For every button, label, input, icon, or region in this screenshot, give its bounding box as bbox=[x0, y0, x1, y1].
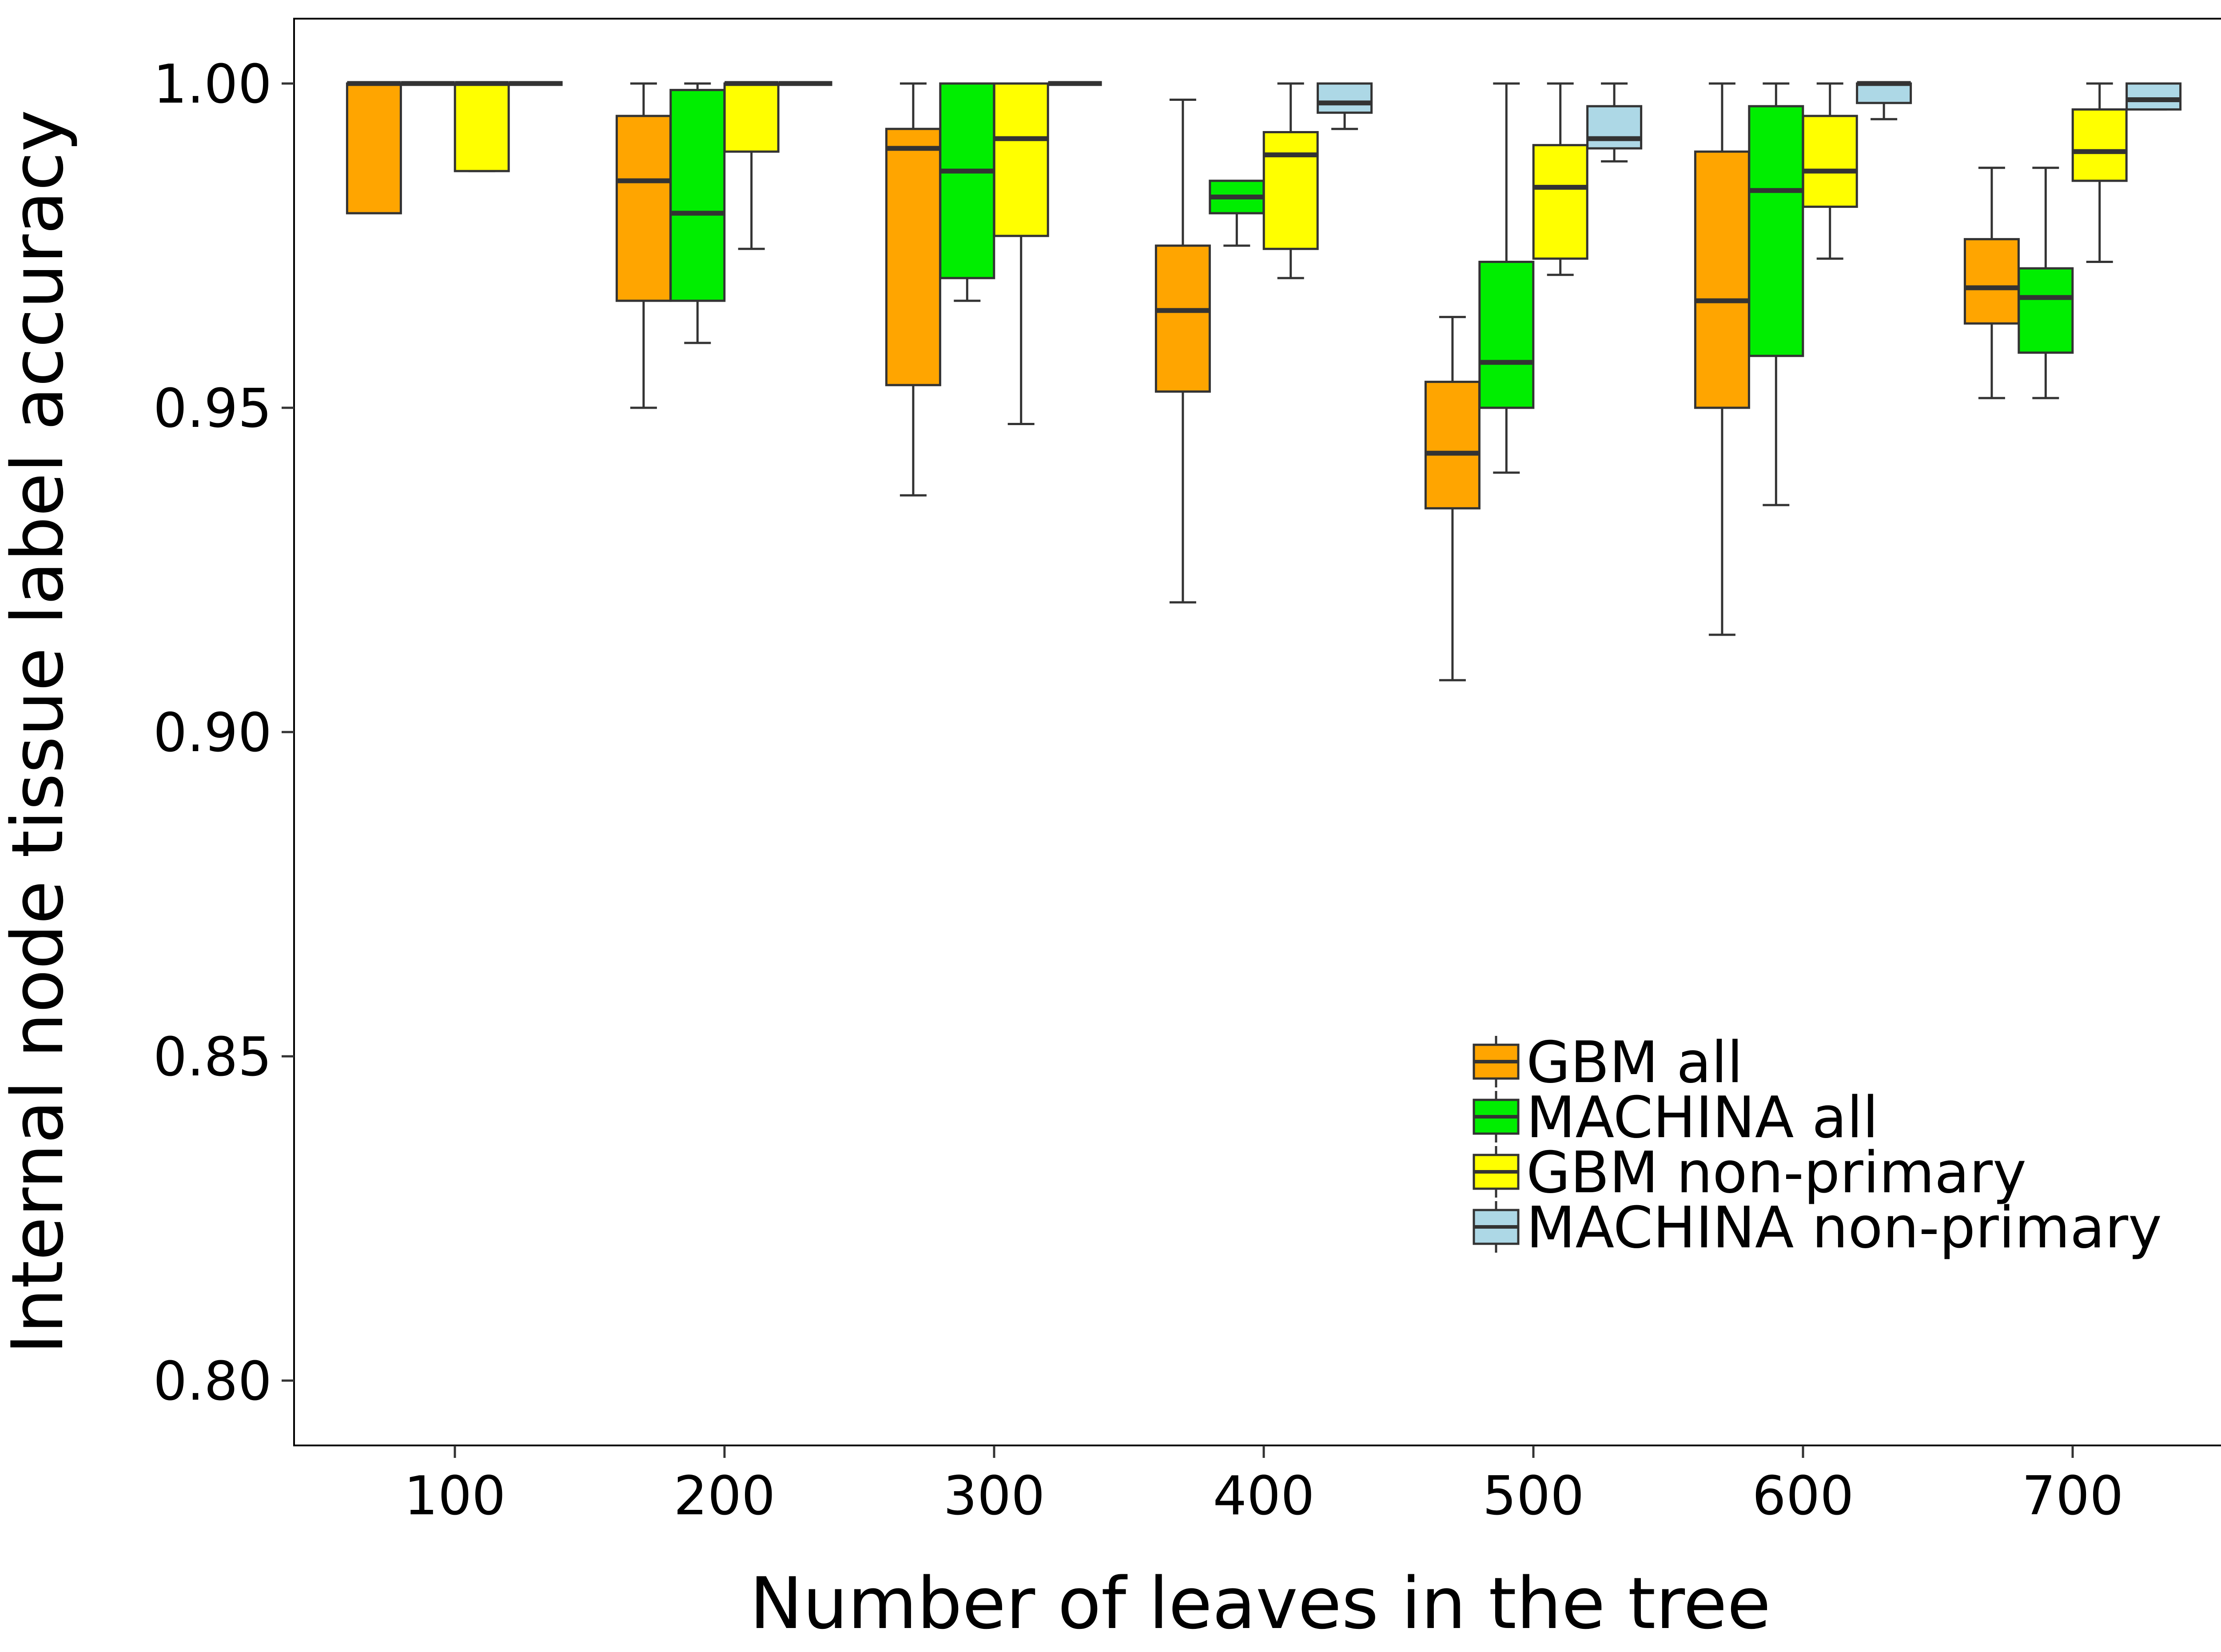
box-gbm-non-primary-300 bbox=[993, 82, 1049, 425]
box-gbm-non-primary-500 bbox=[1532, 82, 1588, 276]
box-body bbox=[939, 82, 995, 279]
box-groups bbox=[346, 81, 2182, 681]
x-axis-title: Number of leaves in the tree bbox=[750, 1562, 1771, 1645]
legend-label: MACHINA all bbox=[1526, 1085, 1879, 1151]
legend-item: MACHINA all bbox=[1473, 1085, 1879, 1151]
box-body bbox=[723, 82, 780, 153]
box-body bbox=[885, 127, 941, 386]
y-tick-label: 0.80 bbox=[153, 1351, 272, 1413]
box-gbm-non-primary-400 bbox=[1262, 82, 1319, 279]
box-machina-non-primary-700 bbox=[2125, 82, 2182, 111]
box-gbm-all-100 bbox=[346, 81, 402, 215]
box-gbm-non-primary-200 bbox=[723, 81, 780, 250]
x-tick-label: 300 bbox=[943, 1465, 1045, 1527]
box-gbm-non-primary-700 bbox=[2071, 82, 2128, 263]
y-tick-label: 0.85 bbox=[153, 1027, 272, 1088]
y-tick-label: 1.00 bbox=[153, 54, 272, 115]
y-tick-label: 0.95 bbox=[153, 378, 272, 440]
plot-panel bbox=[293, 18, 2221, 1446]
x-tick-label: 200 bbox=[673, 1465, 775, 1527]
x-tick-label: 100 bbox=[404, 1465, 505, 1527]
box-gbm-all-600 bbox=[1694, 82, 1750, 636]
box-body bbox=[1532, 144, 1588, 260]
box-body bbox=[1748, 105, 1804, 357]
box-machina-all-600 bbox=[1748, 82, 1804, 506]
box-body bbox=[1586, 105, 1643, 150]
box-machina-all-700 bbox=[2018, 167, 2074, 399]
x-tick-label: 500 bbox=[1482, 1465, 1584, 1527]
box-machina-all-500 bbox=[1478, 82, 1535, 474]
box-body bbox=[2018, 267, 2074, 354]
box-gbm-all-400 bbox=[1154, 99, 1211, 604]
box-body bbox=[615, 115, 672, 302]
box-machina-non-primary-400 bbox=[1317, 82, 1373, 130]
box-body bbox=[1802, 115, 1858, 208]
box-gbm-all-500 bbox=[1424, 316, 1481, 681]
box-machina-all-200 bbox=[669, 82, 726, 344]
x-tick-label: 700 bbox=[2022, 1465, 2123, 1527]
box-body bbox=[1963, 238, 2020, 325]
box-body bbox=[1424, 381, 1481, 510]
box-body bbox=[1478, 261, 1535, 409]
box-body bbox=[1317, 82, 1373, 114]
box-body bbox=[2071, 108, 2128, 182]
box-body bbox=[1154, 244, 1211, 393]
legend-label: GBM all bbox=[1526, 1030, 1743, 1096]
box-machina-non-primary-600 bbox=[1856, 81, 1912, 120]
y-axis-title: Internal node tissue label accuracy bbox=[0, 110, 79, 1354]
legend-label: MACHINA non-primary bbox=[1526, 1195, 2162, 1261]
box-gbm-all-200 bbox=[615, 82, 672, 409]
legend-item: GBM all bbox=[1473, 1030, 1743, 1096]
box-body bbox=[1694, 150, 1750, 409]
x-tick-label: 600 bbox=[1752, 1465, 1854, 1527]
box-body bbox=[454, 82, 510, 172]
y-tick-label: 0.90 bbox=[153, 702, 272, 764]
box-machina-all-400 bbox=[1209, 179, 1265, 247]
box-gbm-all-700 bbox=[1963, 167, 2020, 399]
box-body bbox=[2125, 82, 2182, 111]
box-body bbox=[669, 89, 726, 302]
box-gbm-non-primary-600 bbox=[1802, 82, 1858, 260]
box-machina-all-300 bbox=[939, 82, 995, 302]
legend-label: GBM non-primary bbox=[1526, 1140, 2026, 1206]
x-tick-label: 400 bbox=[1213, 1465, 1314, 1527]
box-body bbox=[1262, 131, 1319, 250]
box-body bbox=[993, 82, 1049, 237]
box-body bbox=[346, 82, 402, 215]
box-body bbox=[1856, 82, 1912, 104]
box-gbm-all-300 bbox=[885, 82, 941, 497]
box-gbm-non-primary-100 bbox=[454, 81, 510, 172]
box-machina-non-primary-500 bbox=[1586, 82, 1643, 163]
x-axis: 100 200 300 400 500 600 700 bbox=[404, 1445, 2124, 1527]
legend-item: GBM non-primary bbox=[1473, 1140, 2026, 1206]
legend-item: MACHINA non-primary bbox=[1473, 1195, 2162, 1261]
y-axis: 0.80 0.85 0.90 0.95 1.00 bbox=[153, 54, 294, 1413]
